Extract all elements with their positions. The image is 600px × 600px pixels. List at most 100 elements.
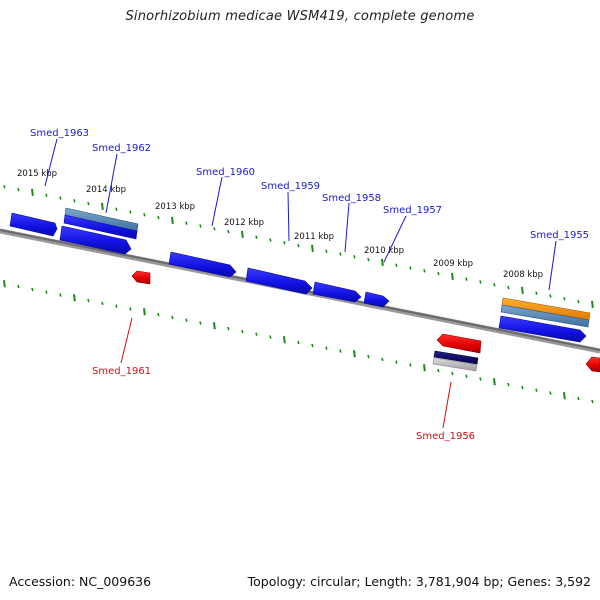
gene-smed-1961[interactable] [131, 270, 151, 285]
scale-tick [325, 346, 328, 350]
kbp-label: 2015 kbp [17, 169, 57, 179]
gene-label-smed-1962: Smed_1962 [92, 143, 151, 154]
scale-tick [241, 329, 244, 334]
forward-strand-genes [9, 207, 591, 343]
scale-tick [171, 315, 174, 320]
topology-summary: Topology: circular; Length: 3,781,904 bp… [247, 574, 591, 589]
scale-tick [129, 307, 132, 311]
scale-tick [409, 266, 412, 270]
gene-smed-1958[interactable] [312, 281, 362, 303]
scale-tick [115, 304, 118, 308]
map-title: Sinorhizobium medicae WSM419, complete g… [125, 9, 475, 24]
scale-tick [591, 399, 594, 404]
gene-partial-right[interactable] [585, 356, 600, 373]
scale-tick [521, 286, 524, 295]
scale-tick [185, 318, 188, 322]
scale-tick [591, 300, 594, 309]
scale-tick [409, 363, 412, 367]
tick-row-forward [3, 185, 594, 309]
scale-tick [549, 294, 552, 298]
kbp-label: 2012 kbp [224, 218, 264, 228]
scale-tick [73, 199, 76, 203]
tick-row-reverse [3, 280, 594, 404]
scale-tick [17, 187, 20, 192]
scale-tick [143, 213, 146, 217]
scale-tick [185, 221, 188, 225]
scale-tick [437, 271, 440, 276]
scale-tick [563, 297, 566, 301]
gene-smed-1956[interactable] [432, 333, 482, 372]
scale-tick [87, 298, 90, 303]
scale-tick [535, 291, 538, 295]
scale-tick [367, 354, 370, 359]
kbp-label: 2009 kbp [433, 259, 473, 269]
scale-tick [451, 272, 454, 281]
scale-tick [521, 385, 524, 390]
scale-tick [171, 216, 174, 225]
scale-tick [241, 230, 244, 239]
scale-tick [339, 349, 342, 353]
scale-tick [101, 202, 104, 211]
scale-tick [311, 244, 314, 253]
scale-tick [465, 277, 468, 281]
scale-tick [269, 335, 272, 339]
scale-tick [59, 293, 62, 297]
scale-tick [3, 280, 6, 288]
gene-label-smed-1957: Smed_1957 [383, 205, 442, 216]
gene-smed-1955[interactable] [498, 297, 591, 343]
scale-tick [577, 299, 580, 304]
gene-label-smed-1959: Smed_1959 [261, 181, 320, 192]
scale-tick [297, 243, 300, 248]
scale-tick [59, 196, 62, 200]
gene-label-smed-1955: Smed_1955 [530, 230, 589, 241]
gene-smed-1962[interactable] [59, 207, 139, 255]
scale-tick [493, 378, 496, 386]
scale-tick [507, 382, 510, 387]
scale-tick [325, 249, 328, 253]
scale-tick [381, 357, 384, 362]
scale-tick [395, 360, 398, 364]
scale-tick [87, 201, 90, 206]
scale-tick [297, 340, 300, 345]
gene-smed-1957[interactable] [363, 291, 390, 308]
scale-tick [157, 215, 160, 220]
scale-tick [283, 241, 286, 245]
scale-tick [423, 269, 426, 273]
scale-tick [31, 188, 34, 197]
scale-tick [395, 263, 398, 267]
gene-labels: Smed_1963 Smed_1962 Smed_1960 Smed_1959 … [30, 128, 589, 442]
scale-tick [115, 207, 118, 211]
scale-tick [199, 321, 202, 325]
gene-smed-1963[interactable] [9, 212, 58, 237]
scale-tick [199, 224, 202, 228]
scale-tick [157, 312, 160, 317]
scale-tick [3, 185, 6, 189]
scale-tick [479, 280, 482, 284]
scale-tick [311, 343, 314, 348]
gene-smed-1959[interactable] [245, 267, 313, 295]
scale-tick [549, 391, 552, 395]
gene-smed-1960[interactable] [168, 251, 237, 278]
gene-label-smed-1963: Smed_1963 [30, 128, 89, 139]
scale-tick [255, 235, 258, 239]
kbp-scale: 2015 kbp 2014 kbp 2013 kbp 2012 kbp 2011… [17, 169, 543, 280]
scale-tick [367, 257, 370, 262]
reverse-strand-genes [131, 270, 600, 373]
scale-tick [535, 388, 538, 392]
scale-tick [479, 377, 482, 381]
gene-label-smed-1960: Smed_1960 [196, 167, 255, 178]
scale-tick [577, 396, 580, 401]
kbp-label: 2013 kbp [155, 202, 195, 212]
kbp-label: 2010 kbp [364, 246, 404, 256]
scale-tick [563, 392, 566, 400]
kbp-label: 2011 kbp [294, 232, 334, 242]
scale-tick [353, 350, 356, 358]
scale-tick [339, 252, 342, 256]
scale-tick [507, 285, 510, 290]
accession-text: Accession: NC_009636 [9, 574, 152, 589]
scale-tick [423, 364, 426, 372]
kbp-label: 2008 kbp [503, 270, 543, 280]
scale-tick [17, 284, 20, 289]
scale-tick [213, 322, 216, 330]
